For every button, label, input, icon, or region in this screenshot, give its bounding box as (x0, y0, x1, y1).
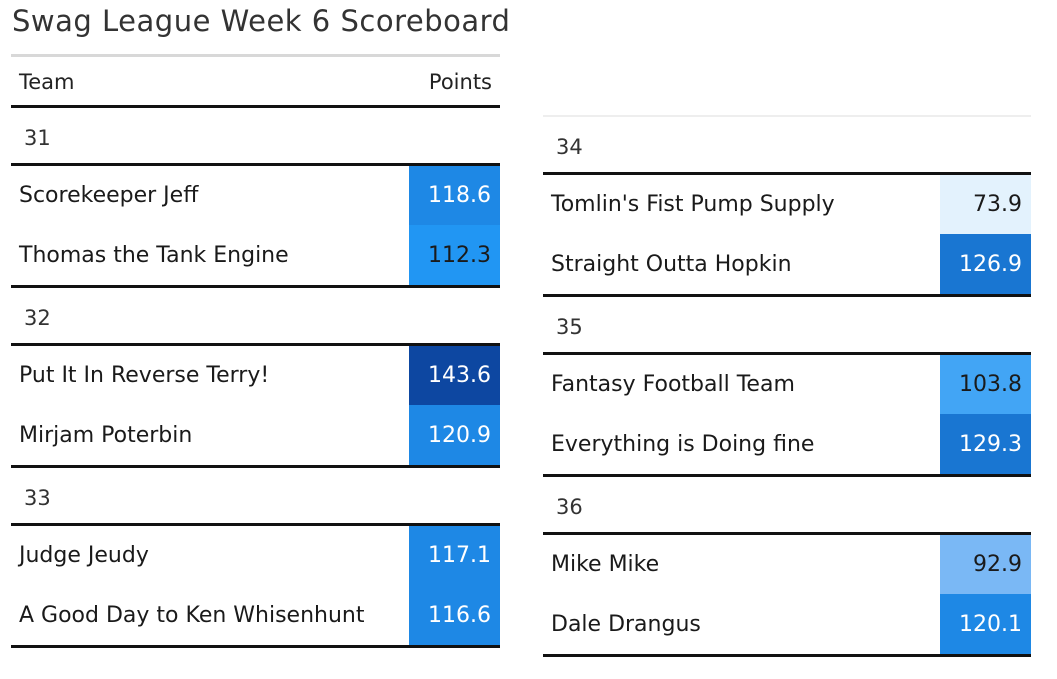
team-name: Thomas the Tank Engine (19, 242, 289, 268)
table-row: Mike Mike 92.9 (543, 535, 1031, 594)
column-header-team: Team (19, 70, 75, 94)
team-points: 116.6 (409, 585, 500, 645)
table-row: Dale Drangus 120.1 (543, 594, 1031, 657)
table-row: Judge Jeudy 117.1 (11, 526, 500, 585)
matchup-label: 34 (543, 117, 1031, 175)
matchup-label: 36 (543, 477, 1031, 535)
table-row: Put It In Reverse Terry! 143.6 (11, 346, 500, 405)
team-name: Put It In Reverse Terry! (19, 363, 270, 388)
table-row: Straight Outta Hopkin 126.9 (543, 234, 1031, 297)
matchup-label: 31 (11, 108, 500, 166)
matchup-group: 35 Fantasy Football Team 103.8 Everything i… (543, 297, 1031, 477)
team-name: Straight Outta Hopkin (551, 251, 792, 277)
groups-right: 34 Tomlin's Fist Pump Supply 73.9 Straight … (543, 117, 1031, 657)
team-name: Everything is Doing fine (551, 431, 815, 457)
team-name: Fantasy Football Team (551, 372, 795, 397)
matchup-group: 32 Put It In Reverse Terry! 143.6 Mirjam Po… (11, 288, 500, 468)
table-row: A Good Day to Ken Whisenhunt 116.6 (11, 585, 500, 648)
team-points: 129.3 (940, 414, 1031, 474)
table-row: Tomlin's Fist Pump Supply 73.9 (543, 175, 1031, 234)
table-row: Fantasy Football Team 103.8 (543, 355, 1031, 414)
team-points: 120.1 (940, 594, 1031, 654)
column-header-points: Points (428, 70, 492, 94)
page-title: Swag League Week 6 Scoreboard (12, 4, 511, 38)
matchup-group: 34 Tomlin's Fist Pump Supply 73.9 Straight … (543, 117, 1031, 297)
team-name: Scorekeeper Jeff (19, 183, 199, 208)
table-row: Mirjam Poterbin 120.9 (11, 405, 500, 468)
table-row: Scorekeeper Jeff 118.6 (11, 166, 500, 225)
team-points: 117.1 (409, 526, 500, 585)
team-points: 143.6 (409, 346, 500, 405)
team-name: Mike Mike (551, 552, 660, 577)
team-name: A Good Day to Ken Whisenhunt (19, 602, 365, 628)
scoreboard-table-left: Team Points 31 Scorekeeper Jeff 118.6 Thoma… (11, 54, 500, 648)
team-points: 126.9 (940, 234, 1031, 294)
team-points: 112.3 (409, 225, 500, 285)
matchup-label: 33 (11, 468, 500, 526)
matchup-group: 33 Judge Jeudy 117.1 A Good Day to Ken Whis… (11, 468, 500, 648)
table-row: Everything is Doing fine 129.3 (543, 414, 1031, 477)
team-points: 120.9 (409, 405, 500, 465)
matchup-group: 31 Scorekeeper Jeff 118.6 Thomas the Tank E… (11, 108, 500, 288)
team-name: Dale Drangus (551, 611, 701, 637)
team-points: 118.6 (409, 166, 500, 225)
table-header: Team Points (11, 54, 500, 108)
matchup-label: 35 (543, 297, 1031, 355)
team-name: Tomlin's Fist Pump Supply (551, 192, 835, 217)
team-points: 92.9 (940, 535, 1031, 594)
matchup-label: 32 (11, 288, 500, 346)
table-row: Thomas the Tank Engine 112.3 (11, 225, 500, 288)
matchup-group: 36 Mike Mike 92.9 Dale Drangus 120.1 (543, 477, 1031, 657)
team-name: Judge Jeudy (19, 543, 149, 568)
team-name: Mirjam Poterbin (19, 422, 193, 448)
team-points: 73.9 (940, 175, 1031, 234)
scoreboard-table-right: 34 Tomlin's Fist Pump Supply 73.9 Straight … (543, 115, 1031, 657)
team-points: 103.8 (940, 355, 1031, 414)
groups-left: 31 Scorekeeper Jeff 118.6 Thomas the Tank E… (11, 108, 500, 648)
table-top-rule (543, 115, 1031, 117)
